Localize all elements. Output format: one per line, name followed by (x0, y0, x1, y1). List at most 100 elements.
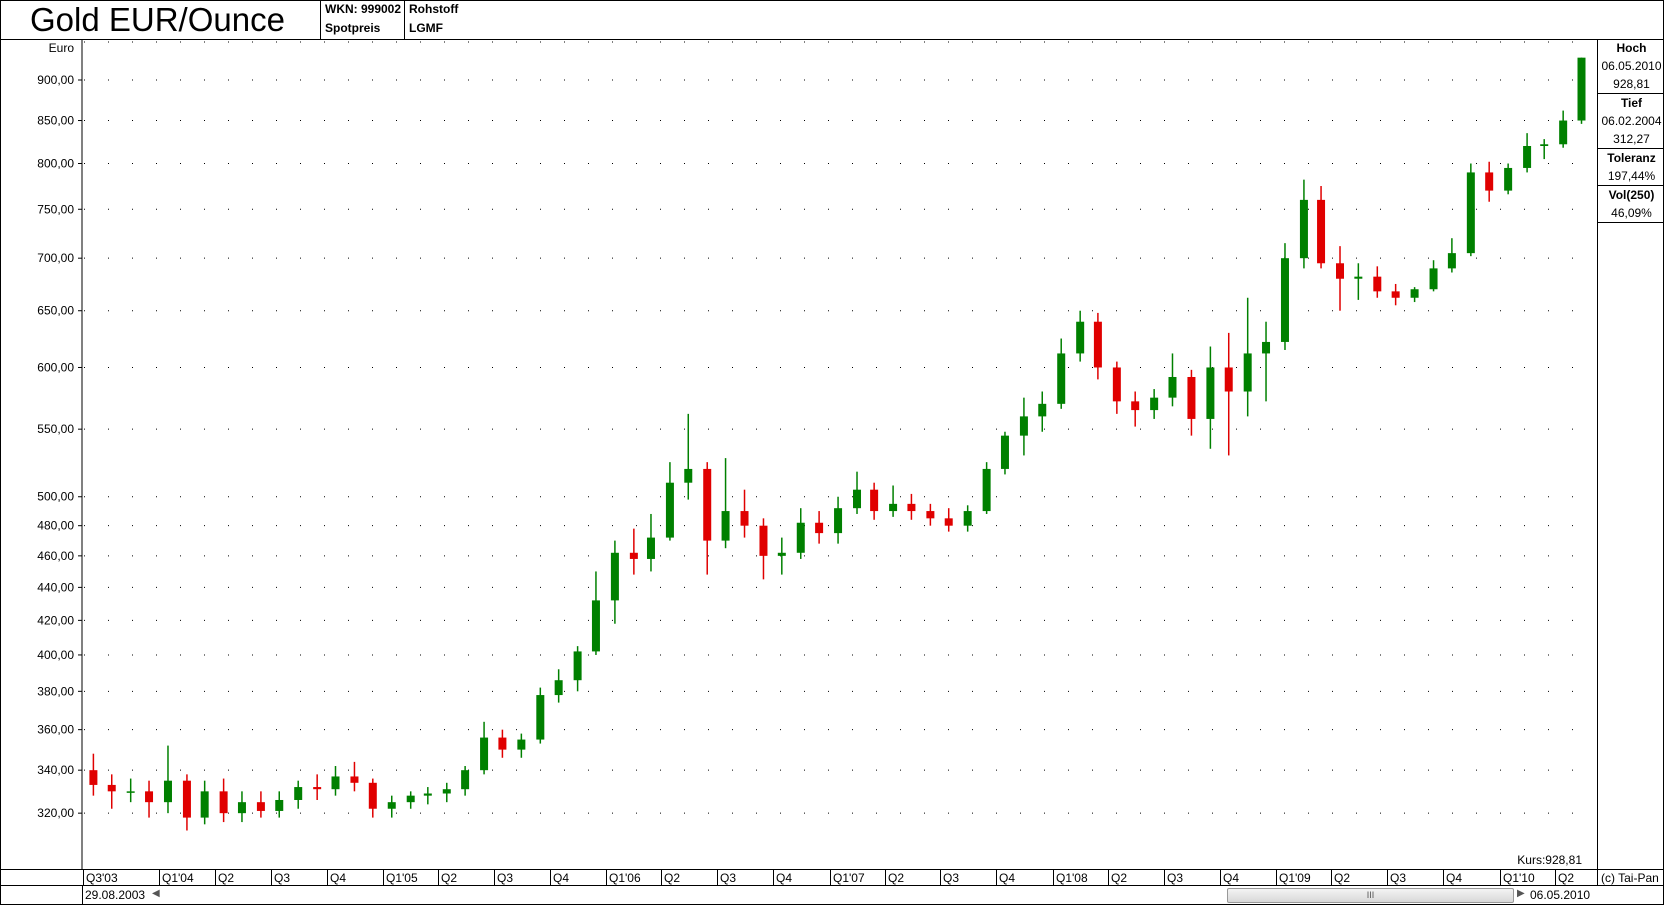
x-tick-label: Q2 (1555, 870, 1574, 886)
candle-body (200, 791, 209, 818)
candle (1019, 397, 1028, 456)
candle-body (796, 522, 805, 553)
candle (944, 508, 953, 532)
y-tick-label: 440,00 (37, 580, 74, 594)
x-tick-label: Q2 (215, 870, 234, 886)
candle-body (406, 795, 415, 803)
candle-body (1168, 376, 1177, 398)
y-tick-label: 850,00 (37, 114, 74, 128)
candle-body (163, 780, 172, 803)
candle-body (1000, 435, 1009, 469)
candle (1093, 312, 1102, 380)
candle (1000, 431, 1009, 475)
candle-body (889, 503, 898, 512)
x-tick-label: Q4 (996, 870, 1015, 886)
horizontal-scrollbar[interactable]: III (1227, 888, 1514, 903)
candle (1317, 186, 1326, 269)
x-tick-label: Q2 (885, 870, 904, 886)
candle-body (684, 468, 693, 483)
y-tick-label: 500,00 (37, 490, 74, 504)
candle (740, 489, 749, 538)
candle (610, 540, 619, 624)
vol-label: Vol(250) (1608, 188, 1655, 202)
candle (703, 462, 712, 575)
high-value: 928,81 (1613, 77, 1650, 91)
candle-body (1019, 416, 1028, 436)
candle-body (1243, 353, 1252, 392)
candle (368, 778, 377, 818)
candle (498, 729, 507, 758)
candle (796, 508, 805, 559)
candle (313, 774, 322, 800)
candle-body (126, 791, 135, 793)
y-tick-label: 460,00 (37, 549, 74, 563)
candle-body (1504, 167, 1513, 191)
x-tick-label: Q1'07 (830, 870, 865, 886)
candle-body (1206, 367, 1215, 419)
y-tick-label: 700,00 (37, 251, 74, 265)
y-tick-label: 400,00 (37, 648, 74, 662)
candle-body (256, 802, 265, 811)
x-tick-label: Q1'10 (1500, 870, 1535, 886)
x-tick-label: Q2 (1108, 870, 1127, 886)
price-type: Spotpreis (325, 21, 381, 35)
candle (982, 462, 991, 514)
candle (1559, 110, 1568, 148)
candle-body (573, 651, 582, 681)
candle-body (1447, 253, 1456, 269)
grid (84, 41, 1596, 814)
candle (219, 778, 228, 823)
candle-body (1523, 146, 1532, 168)
tolerance-label: Toleranz (1607, 151, 1656, 165)
candle (1168, 353, 1177, 407)
y-tick-label: 650,00 (37, 304, 74, 318)
x-tick-label: Q3 (1164, 870, 1183, 886)
candle (1224, 332, 1233, 456)
candle (406, 791, 415, 809)
candle-body (1299, 199, 1308, 259)
candle (182, 774, 191, 831)
y-tick-label: 550,00 (37, 422, 74, 436)
candle-body (1093, 321, 1102, 368)
copyright: (c) Tai-Pan (1597, 870, 1659, 886)
candle (815, 511, 824, 544)
candle-body (480, 737, 489, 771)
candle (1523, 133, 1532, 173)
x-tick-label: Q3'03 (83, 870, 118, 886)
candle-body (870, 489, 879, 512)
x-tick-label: Q1'05 (383, 870, 418, 886)
candle (554, 669, 563, 703)
candle (461, 766, 470, 796)
candle-body (1559, 120, 1568, 145)
candle (684, 413, 693, 500)
candle-body (591, 600, 600, 652)
x-tick-label: Q2 (661, 870, 680, 886)
candle (853, 471, 862, 514)
candle-body (442, 789, 451, 794)
category-cell: Rohstoff LGMF (404, 0, 494, 39)
candle (1336, 246, 1345, 311)
candle (1262, 321, 1271, 402)
candle (1429, 260, 1438, 292)
candle (1354, 263, 1363, 300)
candle (480, 721, 489, 775)
y-tick-label: 420,00 (37, 613, 74, 627)
high-label: Hoch (1616, 41, 1647, 55)
candle (275, 791, 284, 818)
candle-body (1131, 401, 1140, 411)
scroll-right-icon[interactable]: ▶ (1517, 888, 1525, 899)
candle (294, 780, 303, 809)
candle (256, 791, 265, 818)
candle (591, 571, 600, 655)
candle (1243, 297, 1252, 417)
candle (889, 485, 898, 517)
candle (331, 766, 340, 796)
x-tick-label: Q3 (1387, 870, 1406, 886)
candle (907, 493, 916, 520)
scroll-left-icon[interactable]: ◀ (152, 888, 160, 899)
x-tick-label: Q2 (1331, 870, 1350, 886)
candle-body (423, 793, 432, 796)
candle-body (237, 802, 246, 814)
candle (870, 482, 879, 520)
